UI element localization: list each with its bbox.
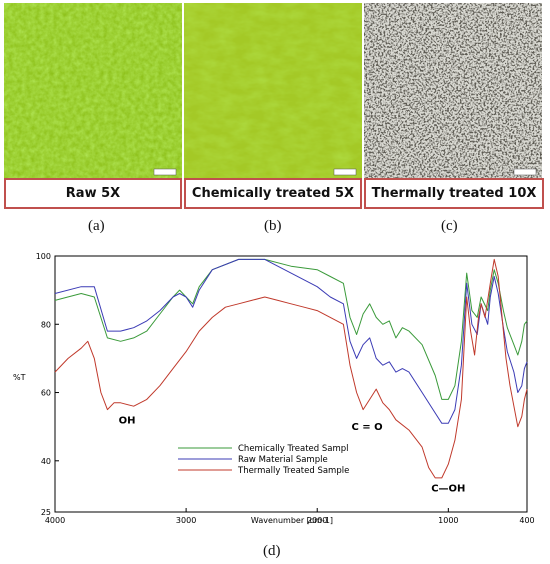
series-lines <box>54 258 528 479</box>
micrograph-thermally-treated <box>364 3 542 183</box>
x-axis: 4000 3000 2000 1000 400 <box>45 508 535 525</box>
caption-c: (c) <box>441 218 458 234</box>
y-tick-label: 60 <box>41 389 51 398</box>
panel-label-chemically-treated: Chemically treated 5X <box>184 178 362 209</box>
y-axis-label: %T <box>13 373 26 382</box>
series-line-2 <box>54 258 528 479</box>
peak-annotation: C—OH <box>431 484 465 495</box>
plot-frame <box>54 255 528 513</box>
x-tick-label: 2000 <box>307 516 327 525</box>
panel-label-thermally-treated: Thermally treated 10X <box>364 178 544 209</box>
micrograph-chemically-treated <box>184 3 362 183</box>
y-tick-label: 80 <box>41 320 51 329</box>
y-axis: 100 80 60 40 25 <box>36 252 59 517</box>
legend-label: Chemically Treated Sampl <box>238 444 349 454</box>
legend-label: Thermally Treated Sample <box>237 466 349 476</box>
micrograph-raw <box>4 3 182 183</box>
x-tick-label: 1000 <box>438 516 458 525</box>
caption-b: (b) <box>264 218 282 234</box>
caption-a: (a) <box>88 218 105 234</box>
annotations: OH C = O C—OH <box>119 415 466 494</box>
panel-label-raw: Raw 5X <box>4 178 182 209</box>
peak-annotation: OH <box>119 415 136 426</box>
legend-label: Raw Material Sample <box>238 455 328 465</box>
x-tick-label: 4000 <box>45 516 65 525</box>
series-line-0 <box>54 258 528 400</box>
peak-annotation: C = O <box>351 422 382 433</box>
y-tick-label: 100 <box>36 252 51 261</box>
series-line-1 <box>54 258 528 424</box>
x-axis-label: Wavenumber [cm-1] <box>251 516 333 525</box>
y-tick-label: 25 <box>41 508 51 517</box>
x-tick-label: 3000 <box>176 516 196 525</box>
caption-d: (d) <box>263 543 281 559</box>
x-tick-label: 400 <box>519 516 534 525</box>
y-tick-label: 40 <box>41 457 51 466</box>
